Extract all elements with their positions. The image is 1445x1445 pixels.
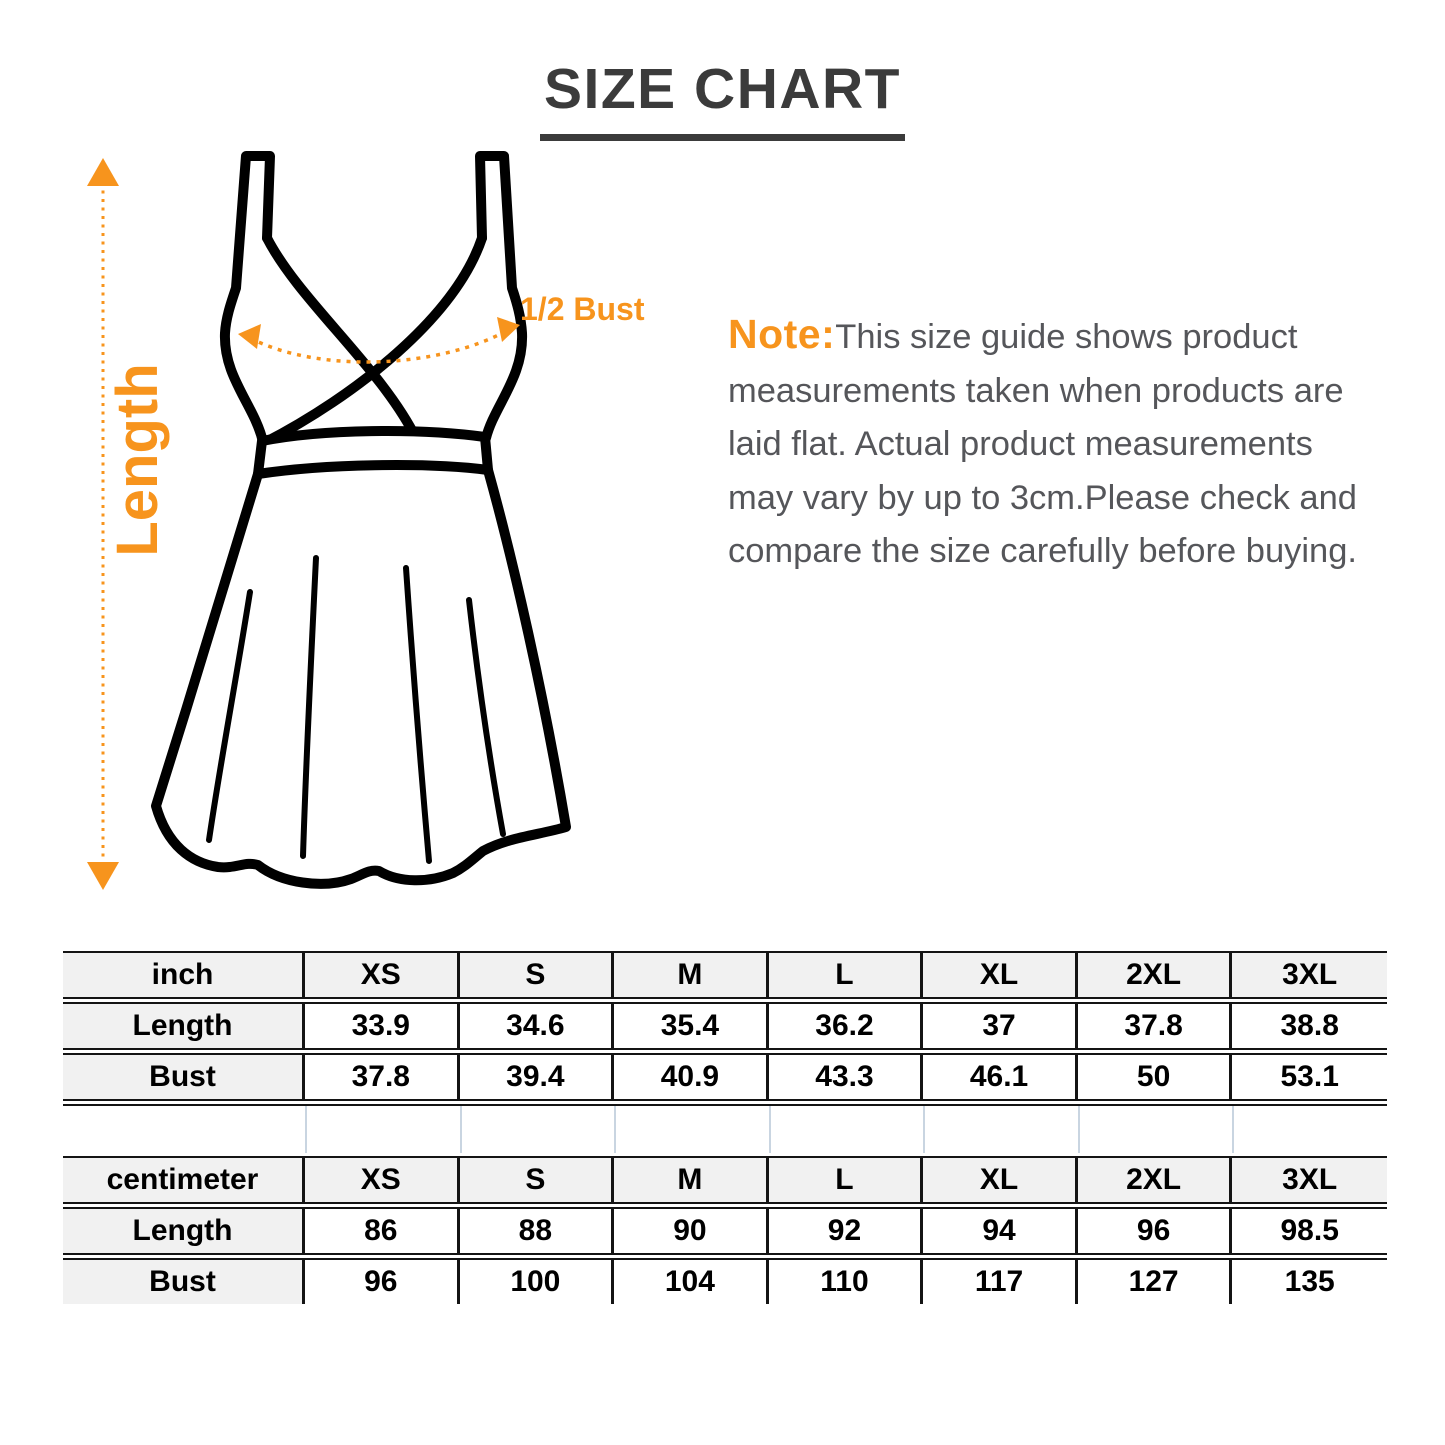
unit-label-cell: inch: [63, 951, 305, 999]
dress-left-strap: [219, 151, 275, 447]
size-table-centimeter-container: centimeter XS S M L XL 2XL 3XL Length 86 88 90 92 94 9…: [63, 1153, 1387, 1307]
measure-row-label: Length: [63, 1002, 305, 1050]
dress-wrap-right-panel: [259, 233, 487, 448]
size-value-cell: 34.6: [459, 1002, 615, 1050]
size-value-cell: 94: [923, 1207, 1078, 1255]
measurement-row: Length 86 88 90 92 94 96 98.5: [63, 1207, 1387, 1255]
size-value-cell: 33.9: [305, 1002, 460, 1050]
note-line-4: may vary by up to 3cm.Please check and: [728, 478, 1357, 517]
table-gap-row: [63, 1104, 1387, 1153]
dress-right-strap: [475, 151, 528, 443]
size-value-cell: 110: [768, 1258, 924, 1304]
size-col-header: XS: [305, 1156, 460, 1204]
length-label: Length: [105, 363, 170, 556]
size-value-cell: 46.1: [923, 1053, 1078, 1101]
measurement-row: Bust 37.8 39.4 40.9 43.3 46.1 50 53.1: [63, 1053, 1387, 1101]
title-area: SIZE CHART: [0, 56, 1445, 141]
unit-label-cell: centimeter: [63, 1156, 305, 1204]
size-col-header: M: [614, 951, 769, 999]
size-col-header: XS: [305, 951, 460, 999]
arrow-up-icon: [87, 158, 119, 186]
size-col-header: 2XL: [1077, 951, 1233, 999]
size-value-cell: 92: [768, 1207, 924, 1255]
size-col-header: M: [614, 1156, 769, 1204]
measurement-row: Length 33.9 34.6 35.4 36.2 37 37.8 38.8: [63, 1002, 1387, 1050]
size-table-centimeter: centimeter XS S M L XL 2XL 3XL Length 86 88 90 92 94 9…: [63, 1153, 1387, 1307]
size-value-cell: 37.8: [305, 1053, 460, 1101]
size-value-cell: 127: [1077, 1258, 1233, 1304]
arrow-right-icon: [497, 317, 520, 342]
faint-gridline: [1077, 1106, 1080, 1153]
size-value-cell: 135: [1232, 1258, 1387, 1304]
dress-outline-drawing: [151, 151, 571, 889]
size-col-header: XL: [923, 951, 1078, 999]
dress-waistband: [253, 426, 493, 479]
measure-row-label: Bust: [63, 1258, 305, 1304]
dress-skirt: [151, 465, 571, 889]
size-col-header: XL: [923, 1156, 1078, 1204]
size-value-cell: 100: [459, 1258, 615, 1304]
size-col-header: 2XL: [1077, 1156, 1233, 1204]
faint-gridline: [614, 1106, 617, 1153]
arrow-left-icon: [238, 324, 261, 349]
size-value-cell: 88: [459, 1207, 615, 1255]
note-line-3: laid flat. Actual product measurements: [728, 425, 1313, 463]
size-value-cell: 53.1: [1232, 1053, 1387, 1101]
note-prefix-label: Note:: [728, 311, 836, 357]
size-col-header: 3XL: [1232, 951, 1387, 999]
faint-gridline: [923, 1106, 926, 1153]
size-header-row: inch XS S M L XL 2XL 3XL: [63, 951, 1387, 999]
arrow-down-icon: [87, 862, 119, 890]
size-table-inch-container: inch XS S M L XL 2XL 3XL Length 33.9 34.6 35.4 36.2 3…: [63, 948, 1387, 1104]
faint-gridline: [1232, 1106, 1235, 1153]
size-col-header: L: [768, 951, 924, 999]
length-arrow: [87, 158, 119, 890]
size-col-header: L: [768, 1156, 924, 1204]
size-value-cell: 35.4: [614, 1002, 769, 1050]
size-value-cell: 96: [305, 1258, 460, 1304]
note-line-5: compare the size carefully before buying…: [728, 532, 1358, 570]
size-value-cell: 98.5: [1232, 1207, 1387, 1255]
size-tables-section: inch XS S M L XL 2XL 3XL Length 33.9 34.6 35.4 36.2 3…: [63, 948, 1387, 1307]
size-col-header: S: [459, 1156, 615, 1204]
size-value-cell: 50: [1077, 1053, 1233, 1101]
size-col-header: S: [459, 951, 615, 999]
measurement-row: Bust 96 100 104 110 117 127 135: [63, 1258, 1387, 1304]
size-value-cell: 117: [923, 1258, 1078, 1304]
size-header-row: centimeter XS S M L XL 2XL 3XL: [63, 1156, 1387, 1204]
size-value-cell: 96: [1077, 1207, 1233, 1255]
measure-row-label: Bust: [63, 1053, 305, 1101]
size-value-cell: 39.4: [459, 1053, 615, 1101]
page-title: SIZE CHART: [540, 56, 905, 141]
size-value-cell: 37: [923, 1002, 1078, 1050]
size-value-cell: 43.3: [768, 1053, 924, 1101]
faint-gridline: [459, 1106, 462, 1153]
size-value-cell: 40.9: [614, 1053, 769, 1101]
bust-label: 1/2 Bust: [520, 291, 645, 327]
dress-measurement-diagram: Length: [87, 151, 645, 890]
size-value-cell: 104: [614, 1258, 769, 1304]
note-block: Note:This size guide shows product measu…: [728, 308, 1428, 579]
size-table-inch: inch XS S M L XL 2XL 3XL Length 33.9 34.6 35.4 36.2 3…: [63, 948, 1387, 1104]
size-value-cell: 38.8: [1232, 1002, 1387, 1050]
size-value-cell: 36.2: [768, 1002, 924, 1050]
faint-gridline: [305, 1106, 307, 1153]
measure-row-label: Length: [63, 1207, 305, 1255]
size-value-cell: 37.8: [1077, 1002, 1233, 1050]
size-value-cell: 90: [614, 1207, 769, 1255]
dress-pleat-lines: [206, 555, 506, 864]
size-value-cell: 86: [305, 1207, 460, 1255]
faint-gridline: [768, 1106, 771, 1153]
bust-arrow: [238, 317, 520, 364]
note-line-1: This size guide shows product: [835, 318, 1298, 356]
size-col-header: 3XL: [1232, 1156, 1387, 1204]
note-line-2: measurements taken when products are: [728, 371, 1344, 410]
dress-wrap-left-panel: [262, 233, 422, 445]
